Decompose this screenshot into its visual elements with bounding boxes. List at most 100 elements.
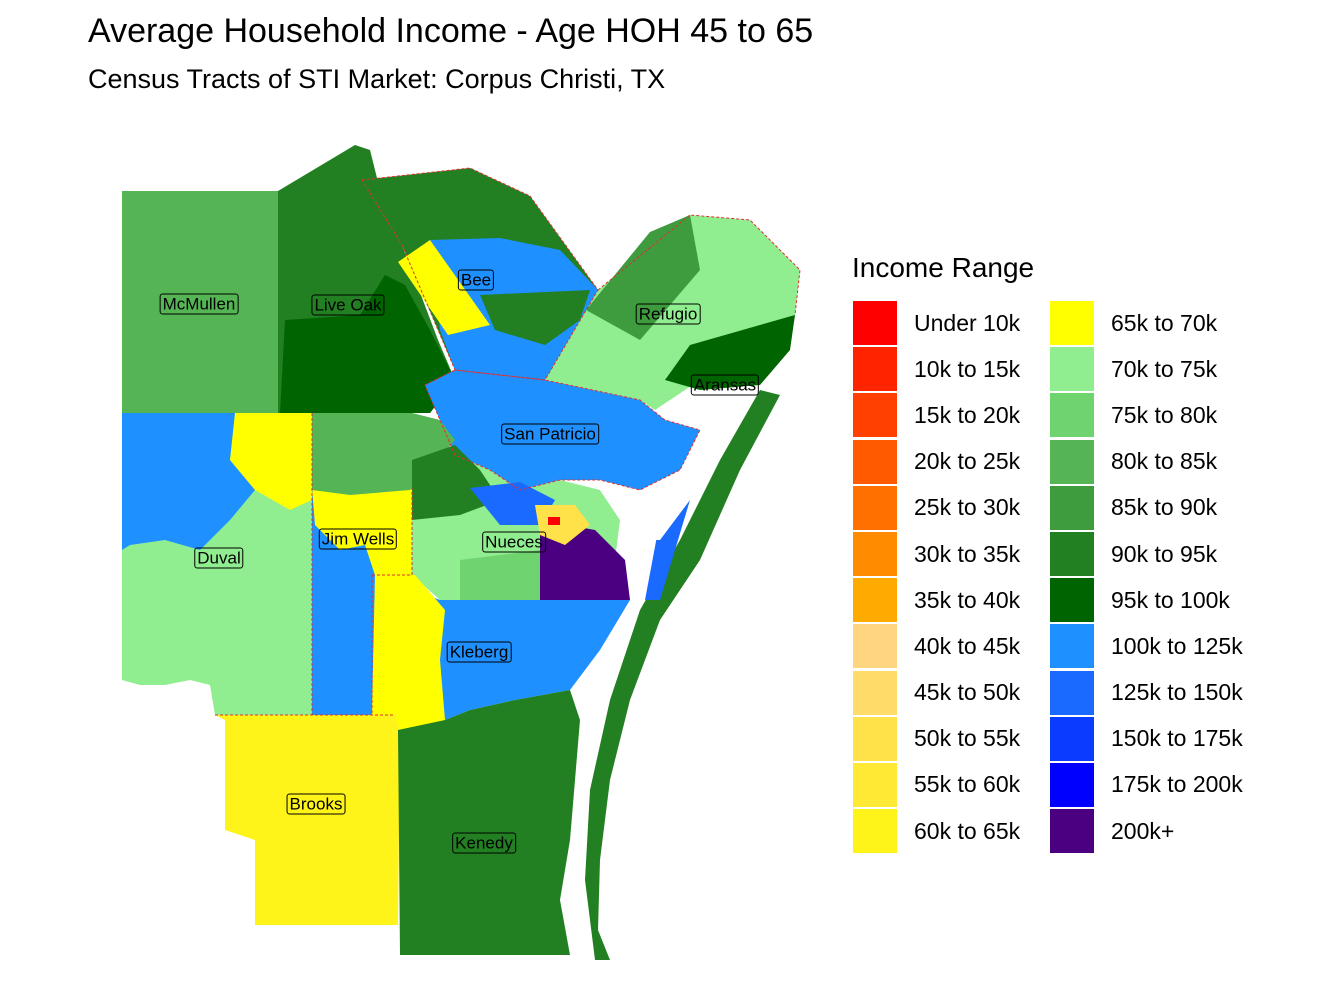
legend-item: 15k to 20k <box>853 392 1050 438</box>
legend-swatch <box>853 485 897 530</box>
tract-jim-wells-yellow <box>312 488 412 575</box>
county-label-duval: Duval <box>194 547 244 569</box>
county-label-kleberg: Kleberg <box>446 641 512 663</box>
legend-item: 65k to 70k <box>1050 300 1250 346</box>
legend-swatch <box>853 809 897 854</box>
legend-label: 95k to 100k <box>1111 586 1230 613</box>
barrier-island-blue <box>645 500 690 600</box>
map-title: Average Household Income - Age HOH 45 to… <box>88 12 814 50</box>
legend-label: 80k to 85k <box>1111 448 1218 475</box>
legend-swatch <box>853 393 897 438</box>
legend-swatch <box>853 670 897 715</box>
tract-nueces-midgreen <box>460 550 540 600</box>
legend-label: 60k to 65k <box>914 817 1021 844</box>
tract-refugio-dark <box>586 215 700 340</box>
county-label-aransas: Aransas <box>690 374 760 396</box>
tract-duval-yellow <box>230 413 312 510</box>
county-kenedy <box>398 690 580 955</box>
county-aransas <box>665 315 795 390</box>
legend-label: 90k to 95k <box>1111 540 1218 567</box>
county-brooks <box>215 715 400 925</box>
legend-label: 125k to 150k <box>1111 679 1243 706</box>
legend-item: 100k to 125k <box>1050 623 1250 669</box>
legend-label: 35k to 40k <box>914 586 1021 613</box>
legend-label: 150k to 175k <box>1111 725 1243 752</box>
legend-item: 95k to 100k <box>1050 577 1250 623</box>
legend-item: 200k+ <box>1050 808 1250 854</box>
legend-swatch <box>1050 485 1094 530</box>
legend-label: Under 10k <box>914 309 1021 336</box>
legend-swatch <box>1050 347 1094 392</box>
legend-swatch <box>853 578 897 623</box>
county-label-nueces: Nueces <box>482 531 546 553</box>
legend-label: 10k to 15k <box>914 355 1021 382</box>
legend-label: 70k to 75k <box>1111 355 1218 382</box>
legend-item: 75k to 80k <box>1050 392 1250 438</box>
county-label-mcmullen: McMullen <box>159 293 239 315</box>
legend-title: Income Range <box>852 252 1035 283</box>
tract-bee-green <box>480 290 590 345</box>
legend-swatch <box>853 716 897 761</box>
legend-label: 30k to 35k <box>914 540 1021 567</box>
legend-item: 90k to 95k <box>1050 531 1250 577</box>
legend: Under 10k 10k to 15k 15k to 20k 20k to 25k 2… <box>853 300 1250 854</box>
legend-label: 55k to 60k <box>914 771 1021 798</box>
legend-item: 55k to 60k <box>853 762 1050 808</box>
legend-item: 30k to 35k <box>853 531 1050 577</box>
county-label-refugio: Refugio <box>635 303 701 325</box>
legend-label: 15k to 20k <box>914 401 1021 428</box>
county-label-jim-wells: Jim Wells <box>318 528 398 550</box>
legend-label: 200k+ <box>1111 817 1175 844</box>
legend-item: 50k to 55k <box>853 716 1050 762</box>
legend-swatch <box>1050 578 1094 623</box>
legend-swatch <box>853 532 897 577</box>
legend-swatch <box>853 624 897 669</box>
legend-item: 80k to 85k <box>1050 439 1250 485</box>
county-borders <box>215 167 801 716</box>
tract-nueces-darkgreen <box>412 445 500 520</box>
legend-item: 175k to 200k <box>1050 762 1250 808</box>
legend-swatch <box>1050 624 1094 669</box>
county-san-patricio <box>425 370 700 490</box>
legend-swatch <box>853 347 897 392</box>
legend-item: 35k to 40k <box>853 577 1050 623</box>
tract-bee-yellow <box>398 240 490 335</box>
legend-item: 85k to 90k <box>1050 485 1250 531</box>
tract-nueces-red <box>548 517 560 525</box>
legend-label: 20k to 25k <box>914 448 1021 475</box>
legend-swatch <box>853 762 897 807</box>
county-mcmullen <box>122 191 278 413</box>
tract-kleberg-yellow <box>372 575 445 730</box>
legend-swatch <box>1050 532 1094 577</box>
county-label-bee: Bee <box>457 269 495 291</box>
legend-label: 50k to 55k <box>914 725 1021 752</box>
legend-label: 175k to 200k <box>1111 771 1243 798</box>
legend-swatch <box>1050 809 1094 854</box>
legend-swatch <box>1050 439 1094 484</box>
tract-duval-blue <box>122 413 255 550</box>
legend-item: 45k to 50k <box>853 670 1050 716</box>
legend-item: 60k to 65k <box>853 808 1050 854</box>
legend-label: 40k to 45k <box>914 632 1021 659</box>
legend-label: 100k to 125k <box>1111 632 1243 659</box>
legend-item: 20k to 25k <box>853 439 1050 485</box>
tract-nueces-blue <box>470 482 555 525</box>
legend-swatch <box>853 439 897 484</box>
legend-item: 150k to 175k <box>1050 716 1250 762</box>
legend-swatch <box>1050 762 1094 807</box>
legend-label: 25k to 30k <box>914 494 1021 521</box>
bay-water <box>600 480 690 540</box>
legend-label: 65k to 70k <box>1111 309 1218 336</box>
map-subtitle: Census Tracts of STI Market: Corpus Chri… <box>88 64 666 94</box>
legend-swatch <box>1050 393 1094 438</box>
county-refugio <box>545 215 800 410</box>
county-label-brooks: Brooks <box>286 793 346 815</box>
county-label-kenedy: Kenedy <box>452 832 516 854</box>
legend-swatch <box>1050 301 1094 346</box>
county-label-live-oak: Live Oak <box>311 294 385 316</box>
barrier-island <box>585 390 780 960</box>
tract-nueces-yellow <box>535 505 590 545</box>
tract-live-oak-south <box>280 275 455 413</box>
legend-swatch <box>853 301 897 346</box>
